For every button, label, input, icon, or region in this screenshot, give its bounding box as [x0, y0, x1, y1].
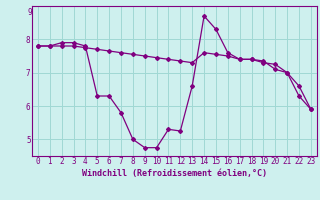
Text: 9: 9 — [28, 8, 32, 17]
X-axis label: Windchill (Refroidissement éolien,°C): Windchill (Refroidissement éolien,°C) — [82, 169, 267, 178]
